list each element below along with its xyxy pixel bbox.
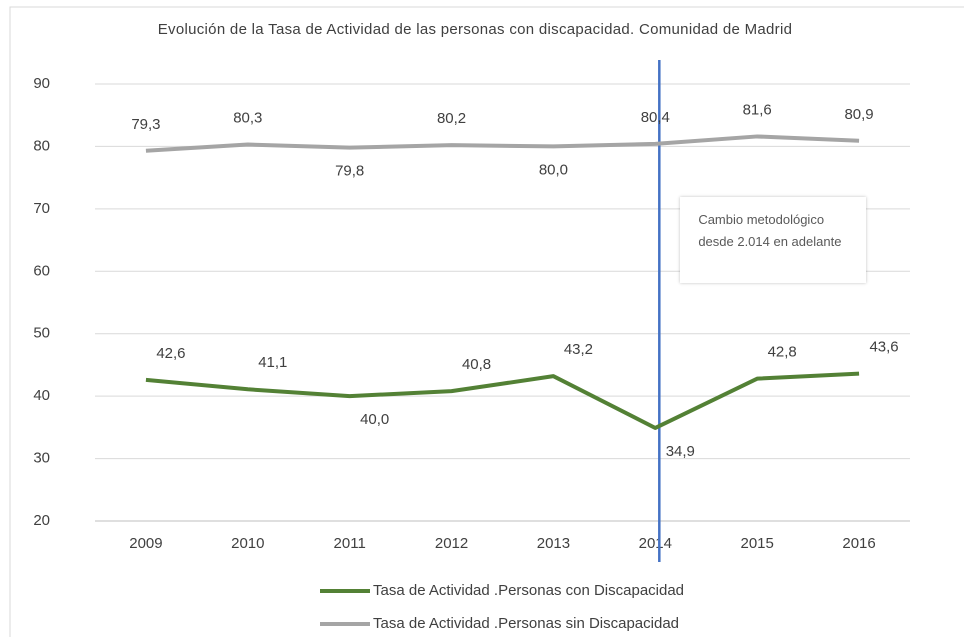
legend-label: Tasa de Actividad .Personas con Discapac… xyxy=(373,582,684,599)
data-label: 43,6 xyxy=(869,339,898,356)
data-label: 40,0 xyxy=(360,411,389,428)
data-label: 43,2 xyxy=(564,341,593,358)
data-label: 81,6 xyxy=(743,101,772,118)
x-tick-label: 2011 xyxy=(334,535,366,552)
chart-border xyxy=(9,6,964,637)
x-tick-label: 2016 xyxy=(842,535,875,552)
y-tick-label: 30 xyxy=(33,450,50,467)
legend-label: Tasa de Actividad .Personas sin Discapac… xyxy=(373,615,679,632)
data-label: 34,9 xyxy=(666,443,695,460)
x-tick-label: 2009 xyxy=(129,535,162,552)
data-label: 80,0 xyxy=(539,161,568,178)
annotation: Cambio metodológico desde 2.014 en adela… xyxy=(680,197,867,283)
y-tick-label: 20 xyxy=(33,512,50,529)
data-label: 80,4 xyxy=(641,109,670,126)
x-tick-label: 2012 xyxy=(435,535,468,552)
data-label: 40,8 xyxy=(462,356,491,373)
data-label: 80,3 xyxy=(233,110,262,127)
chart-title: Evolución de la Tasa de Actividad de las… xyxy=(157,21,793,38)
data-label: 79,8 xyxy=(335,163,364,180)
series-line xyxy=(145,134,860,153)
y-tick-label: 60 xyxy=(33,262,50,279)
x-tick-label: 2010 xyxy=(231,535,264,552)
data-label: 42,8 xyxy=(768,344,797,361)
data-label: 80,2 xyxy=(437,110,466,127)
y-tick-label: 70 xyxy=(33,200,50,217)
x-tick-label: 2014 xyxy=(639,535,672,552)
x-tick-label: 2013 xyxy=(537,535,570,552)
data-label: 80,9 xyxy=(844,106,873,123)
data-label: 41,1 xyxy=(258,354,287,371)
x-tick-label: 2015 xyxy=(741,535,774,552)
y-tick-label: 40 xyxy=(33,387,50,404)
y-tick-label: 50 xyxy=(33,325,50,342)
y-tick-label: 80 xyxy=(33,137,50,154)
y-tick-label: 90 xyxy=(33,75,50,92)
data-label: 42,6 xyxy=(156,345,185,362)
data-label: 79,3 xyxy=(131,116,160,133)
series-line xyxy=(145,371,860,430)
